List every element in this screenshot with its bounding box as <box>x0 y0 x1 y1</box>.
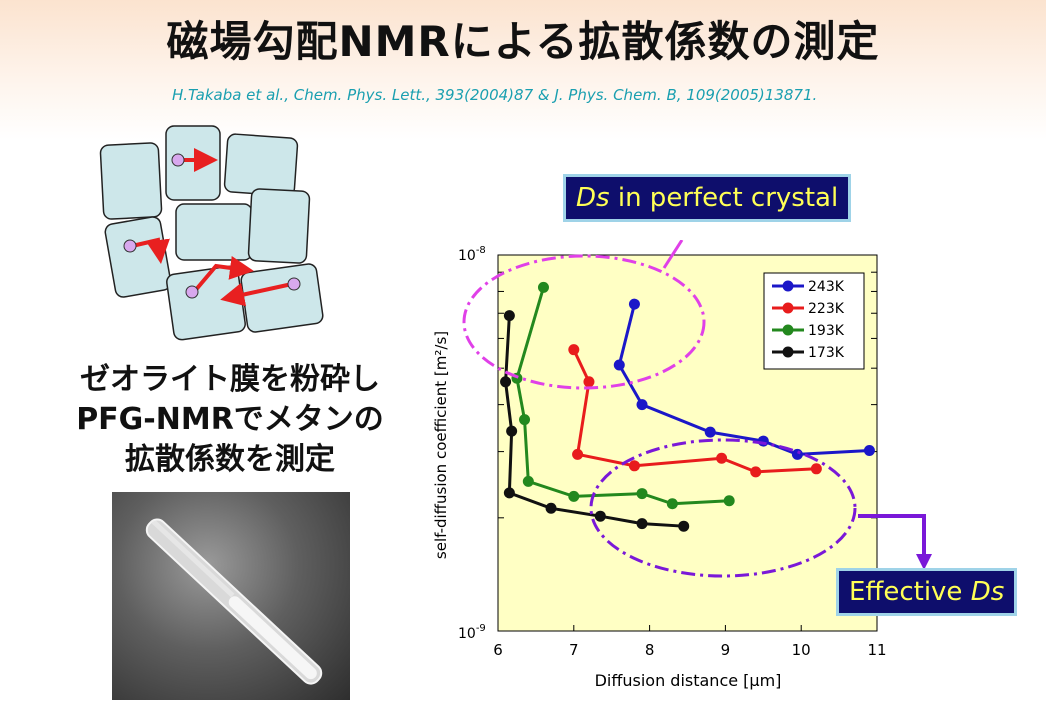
perfect-crystal-ellipse <box>462 254 706 390</box>
crystal-grain <box>223 133 299 197</box>
data-point-223K <box>750 466 762 478</box>
x-tick-label: 7 <box>569 641 579 659</box>
callout-text: in perfect crystal <box>609 183 839 213</box>
legend-marker <box>782 302 794 314</box>
x-axis-label: Diffusion distance [μm] <box>595 671 782 690</box>
data-point-243K <box>636 399 648 411</box>
x-tick-label: 9 <box>721 641 731 659</box>
data-point-193K <box>723 495 735 507</box>
series-line-173K <box>504 315 684 528</box>
data-point-193K <box>519 414 531 426</box>
citation: H.Takaba et al., Chem. Phys. Lett., 393(… <box>172 86 818 104</box>
data-point-223K <box>810 463 822 475</box>
x-tick-label: 6 <box>493 641 503 659</box>
effective-ds-ellipse <box>589 438 857 578</box>
crystal-grain <box>175 203 253 261</box>
diffusion-chart: 6 7 8 9 10 11 10-8 10-9 Diffusion distance [μ… <box>432 240 932 690</box>
crystal-diagram <box>99 125 324 341</box>
data-point-173K <box>678 520 690 532</box>
effective-arrowhead <box>916 554 932 570</box>
data-point-173K <box>503 310 515 322</box>
data-point-173K <box>500 376 512 388</box>
data-point-173K <box>503 487 515 499</box>
legend-label: 223K <box>808 301 845 317</box>
nmr-tube-photo <box>112 492 350 700</box>
data-point-193K <box>537 281 549 293</box>
x-tick-label: 11 <box>867 641 886 659</box>
y-tick-top: 10-8 <box>458 245 486 264</box>
data-point-193K <box>568 490 580 502</box>
callout-italic: Ds <box>576 183 610 213</box>
legend-marker <box>782 280 794 292</box>
data-point-223K <box>572 448 584 460</box>
slide-title: 磁場勾配NMRによる拡散係数の測定 <box>166 17 880 66</box>
legend-label: 173K <box>808 345 845 361</box>
caption-line: 拡散係数を測定 <box>125 442 335 477</box>
data-point-193K <box>636 488 648 500</box>
y-tick-bottom: 10-9 <box>458 623 486 642</box>
legend-label: 243K <box>808 279 845 295</box>
data-point-173K <box>506 425 518 437</box>
crystal-grain <box>240 263 324 333</box>
crystal-grain <box>104 216 172 298</box>
y-axis-label: self-diffusion coefficient [m²/s] <box>432 331 450 559</box>
x-tick-label: 8 <box>645 641 655 659</box>
data-point-223K <box>568 344 580 356</box>
data-point-243K <box>704 426 716 438</box>
callout-effective-ds: Effective Ds <box>836 568 1018 616</box>
callout-perfect-crystal: Ds in perfect crystal <box>563 174 852 222</box>
data-point-173K <box>636 518 648 530</box>
callout-text: Effective <box>849 577 971 607</box>
data-point-243K <box>628 298 640 310</box>
data-point-193K <box>522 475 534 487</box>
data-point-193K <box>666 498 678 510</box>
crystal-grain <box>247 188 311 264</box>
data-point-173K <box>545 502 557 514</box>
data-point-223K <box>716 452 728 464</box>
data-point-223K <box>628 460 640 472</box>
data-point-243K <box>757 435 769 447</box>
legend-label: 193K <box>808 323 845 339</box>
crystal-grain <box>165 125 221 201</box>
legend-marker <box>782 324 794 336</box>
caption-line: ゼオライト膜を粉砕し <box>80 362 380 397</box>
effective-arrow <box>858 514 926 556</box>
callout-italic: Ds <box>970 577 1005 607</box>
callout-pointer <box>662 240 684 269</box>
data-point-223K <box>583 376 595 388</box>
data-point-243K <box>791 448 803 460</box>
data-point-243K <box>613 359 625 371</box>
data-point-173K <box>594 510 606 522</box>
legend: 243K 223K 193K 173K <box>763 272 865 370</box>
japanese-caption: ゼオライト膜を粉砕し PFG-NMRでメタンの 拡散係数を測定 <box>40 360 420 480</box>
data-point-243K <box>863 445 875 457</box>
x-tick-label: 10 <box>792 641 811 659</box>
legend-marker <box>782 346 794 358</box>
crystal-grain <box>99 142 163 220</box>
caption-line: PFG-NMRでメタンの <box>76 402 384 437</box>
